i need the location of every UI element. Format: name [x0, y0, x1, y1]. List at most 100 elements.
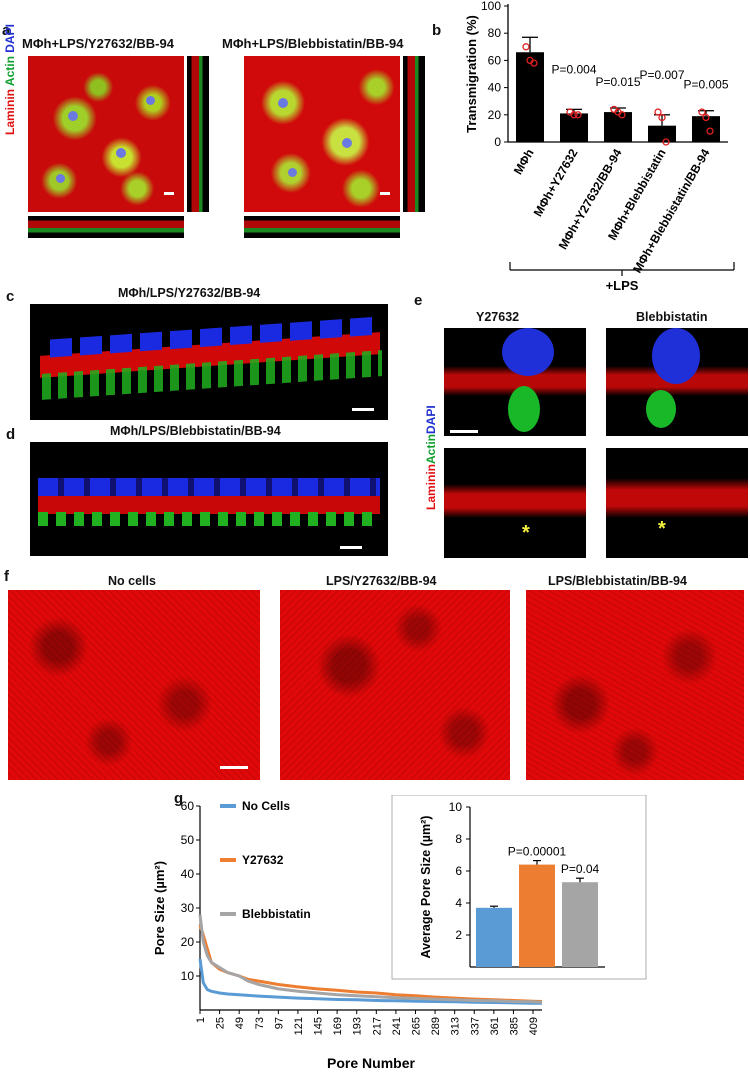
panel-e-col-right: Blebbistatin — [636, 310, 708, 324]
p-value-label: P=0.005 — [683, 78, 728, 92]
x-tick-label: 265 — [410, 1017, 422, 1035]
p-value-label: P=0.015 — [595, 75, 640, 89]
data-point — [522, 43, 530, 51]
panel-label-g: g — [174, 790, 184, 807]
panel-d-title: MΦh/LPS/Blebbistatin/BB-94 — [110, 424, 281, 438]
y-tick-label: 50 — [181, 833, 195, 847]
micrograph-a-left-bottom — [28, 216, 184, 238]
actin-layer — [38, 512, 380, 526]
data-point — [658, 113, 666, 122]
micrograph-a-right-bottom — [244, 216, 400, 238]
nucleus — [652, 328, 700, 384]
y-tick-label: 60 — [488, 53, 502, 67]
x-tick-label: 145 — [313, 1017, 325, 1035]
laminin-layer — [38, 496, 380, 514]
x-tick-label: 337 — [469, 1017, 481, 1035]
nucleus — [278, 98, 288, 108]
bar — [516, 52, 544, 142]
data-point — [570, 111, 578, 119]
legend-label: No Cells — [242, 799, 290, 813]
scale-bar — [380, 192, 390, 195]
panel-label-e: e — [414, 292, 423, 309]
y-tick-label: 30 — [181, 901, 195, 915]
actin-blob — [646, 390, 676, 428]
dapi-layer — [38, 478, 380, 500]
series-line-no-cells — [198, 958, 542, 1005]
y-tick-label: 8 — [455, 832, 462, 846]
nucleus — [146, 96, 155, 105]
data-point — [654, 108, 662, 116]
panel-label-a: a — [2, 22, 11, 39]
group-label: +LPS — [606, 278, 639, 293]
x-tick-label: 121 — [293, 1017, 305, 1035]
data-point — [698, 108, 706, 116]
panel-f-title-3: LPS/Blebbistatin/BB-94 — [548, 574, 687, 588]
bar — [476, 907, 512, 967]
nucleus — [56, 174, 65, 183]
micrograph-a-left — [28, 56, 184, 212]
nucleus — [116, 148, 126, 158]
p-value-label: P=0.007 — [639, 68, 684, 82]
micrograph-d — [30, 442, 388, 556]
scale-bar — [164, 192, 174, 195]
average-pore-size-bar-chart: 2 4 6 8 10 Average Pore Size (µm²) P=0.00001 P=… — [391, 795, 647, 980]
legend-label: Y27632 — [242, 853, 284, 867]
pore-size-line-chart: 10 20 30 40 50 60 1 25 49 73 97 121 145 169 193 217 241 2… — [152, 799, 543, 1071]
actin-blob — [508, 386, 540, 432]
bar — [519, 864, 555, 967]
dapi-label: DAPI — [424, 405, 438, 434]
x-tick-label: 409 — [528, 1017, 540, 1035]
nucleus — [288, 168, 297, 177]
scale-bar — [352, 408, 374, 411]
scale-bar — [340, 546, 362, 549]
scale-bar — [220, 766, 248, 769]
actin-label: Actin — [424, 433, 438, 464]
series-line-blebbistatin — [198, 914, 543, 1004]
panel-label-f: f — [4, 568, 9, 585]
x-tick-label: 217 — [371, 1017, 383, 1035]
laminin-label: Laminin — [424, 463, 438, 510]
x-axis-label: Pore Number — [327, 1055, 415, 1071]
panel-f-title-1: No cells — [108, 574, 156, 588]
panel-e-stain-legend: LamininActinDAPI — [424, 405, 438, 510]
category-label: MΦh+Y27632 — [531, 146, 581, 219]
scale-bar — [450, 430, 478, 433]
x-tick-label: 97 — [273, 1017, 285, 1029]
x-tick-label: 169 — [332, 1017, 344, 1035]
y-tick-label: 40 — [488, 81, 502, 95]
x-tick-label: 1 — [195, 1017, 207, 1023]
nucleus — [342, 138, 352, 148]
x-tick-label: 289 — [430, 1017, 442, 1035]
panel-label-d: d — [6, 426, 16, 443]
laminin-mesh-no-cells — [8, 590, 260, 780]
panel-a-title-left: MΦh+LPS/Y27632/BB-94 — [22, 36, 174, 51]
data-point — [618, 111, 626, 119]
bar — [562, 882, 598, 967]
p-value-label: P=0.00001 — [508, 845, 567, 859]
data-point — [574, 111, 582, 119]
y-tick-label: 20 — [488, 108, 502, 122]
nucleus — [68, 111, 78, 121]
panel-a-stain-legend: Laminin Actin DAPI — [3, 24, 17, 135]
micrograph-a-left-side — [187, 56, 209, 212]
nucleus — [502, 328, 554, 376]
micrograph-e-bottom-right: * — [606, 448, 748, 558]
bar — [648, 125, 676, 142]
laminin-layer — [444, 484, 586, 518]
panel-a-title-right: MΦh+LPS/Blebbistatin/BB-94 — [222, 36, 404, 51]
y-tick-label: 40 — [181, 867, 195, 881]
y-axis-label: Pore Size (µm²) — [152, 861, 167, 955]
y-tick-label: 100 — [481, 0, 501, 13]
x-tick-label: 313 — [450, 1017, 462, 1035]
x-tick-label: 73 — [254, 1017, 266, 1029]
data-point — [706, 127, 714, 135]
x-tick-label: 25 — [215, 1017, 227, 1029]
y-tick-label: 6 — [455, 864, 462, 878]
micrograph-e-top-left — [444, 328, 586, 436]
y-axis-label: Transmigration (%) — [464, 15, 479, 133]
y-tick-label: 10 — [181, 969, 195, 983]
asterisk-marker: * — [522, 522, 530, 544]
bar — [604, 112, 632, 142]
panel-label-c: c — [6, 288, 15, 305]
